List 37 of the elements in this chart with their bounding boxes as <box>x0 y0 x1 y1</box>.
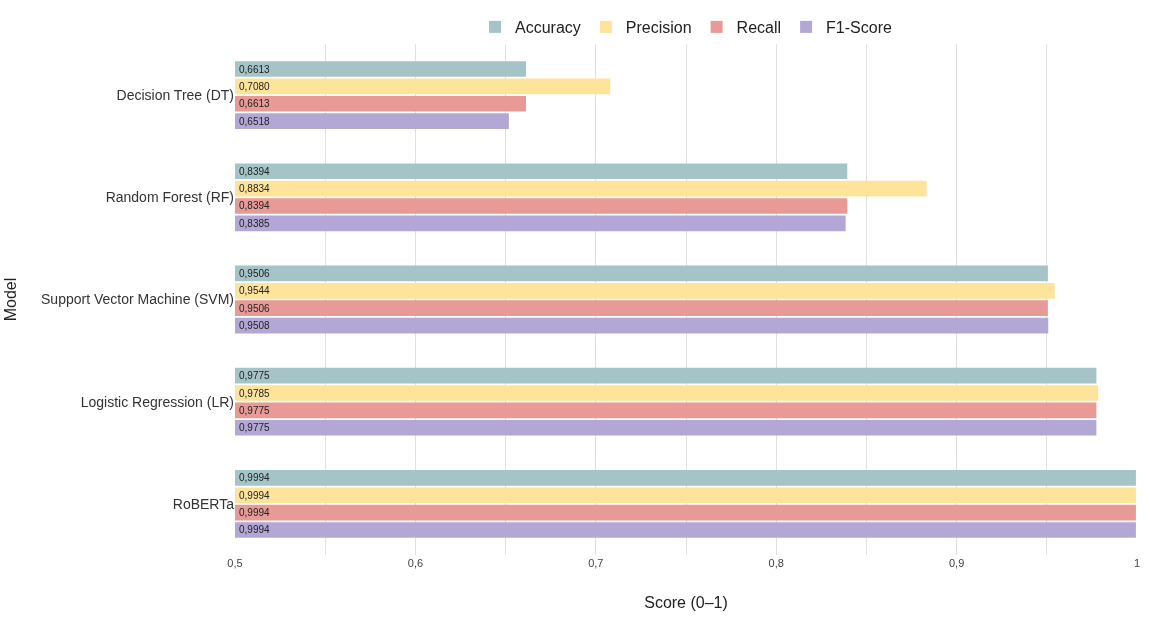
data-label: 0,6518 <box>239 116 271 127</box>
data-label: 0,9775 <box>239 405 271 416</box>
x-axis-title: Score (0–1) <box>644 593 728 611</box>
data-label: 0,9785 <box>239 388 271 399</box>
data-label: 0,8394 <box>239 166 271 177</box>
data-label: 0,9994 <box>239 490 271 501</box>
data-label: 0,7080 <box>239 81 271 92</box>
y-tick-label: Decision Tree (DT) <box>116 87 234 103</box>
data-label: 0,8834 <box>239 183 271 194</box>
legend-label: Accuracy <box>515 19 581 37</box>
legend-label: Precision <box>625 19 692 37</box>
data-label: 0,8394 <box>239 200 271 211</box>
data-label: 0,6613 <box>239 98 271 109</box>
data-label: 0,9775 <box>239 370 271 381</box>
x-tick-label: 0,5 <box>227 557 243 569</box>
legend-label: Recall <box>736 19 782 37</box>
data-label: 0,8385 <box>239 218 271 229</box>
legend-label: F1-Score <box>826 19 892 37</box>
y-tick-label: Random Forest (RF) <box>105 189 234 206</box>
x-tick-label: 0,9 <box>948 557 965 569</box>
y-tick-label: Support Vector Machine (SVM) <box>41 291 234 308</box>
data-label: 0,9775 <box>239 422 271 433</box>
x-tick-label: 1 <box>1133 557 1141 569</box>
x-tick-label: 0,6 <box>407 557 424 569</box>
y-axis-title: Model <box>1 277 19 322</box>
data-label: 0,9994 <box>239 472 271 483</box>
data-label: 0,9506 <box>239 268 271 279</box>
data-label: 0,9508 <box>239 320 271 331</box>
data-label: 0,9544 <box>239 285 271 296</box>
x-tick-label: 0,7 <box>588 557 604 569</box>
data-label: 0,6613 <box>239 64 271 75</box>
x-tick-label: 0,8 <box>768 557 784 569</box>
y-tick-label: RoBERTa <box>172 495 235 512</box>
data-label: 0,9506 <box>239 303 271 314</box>
data-label: 0,9994 <box>239 524 271 535</box>
y-tick-label: Logistic Regression (LR) <box>80 393 234 410</box>
data-label: 0,9994 <box>239 507 271 518</box>
